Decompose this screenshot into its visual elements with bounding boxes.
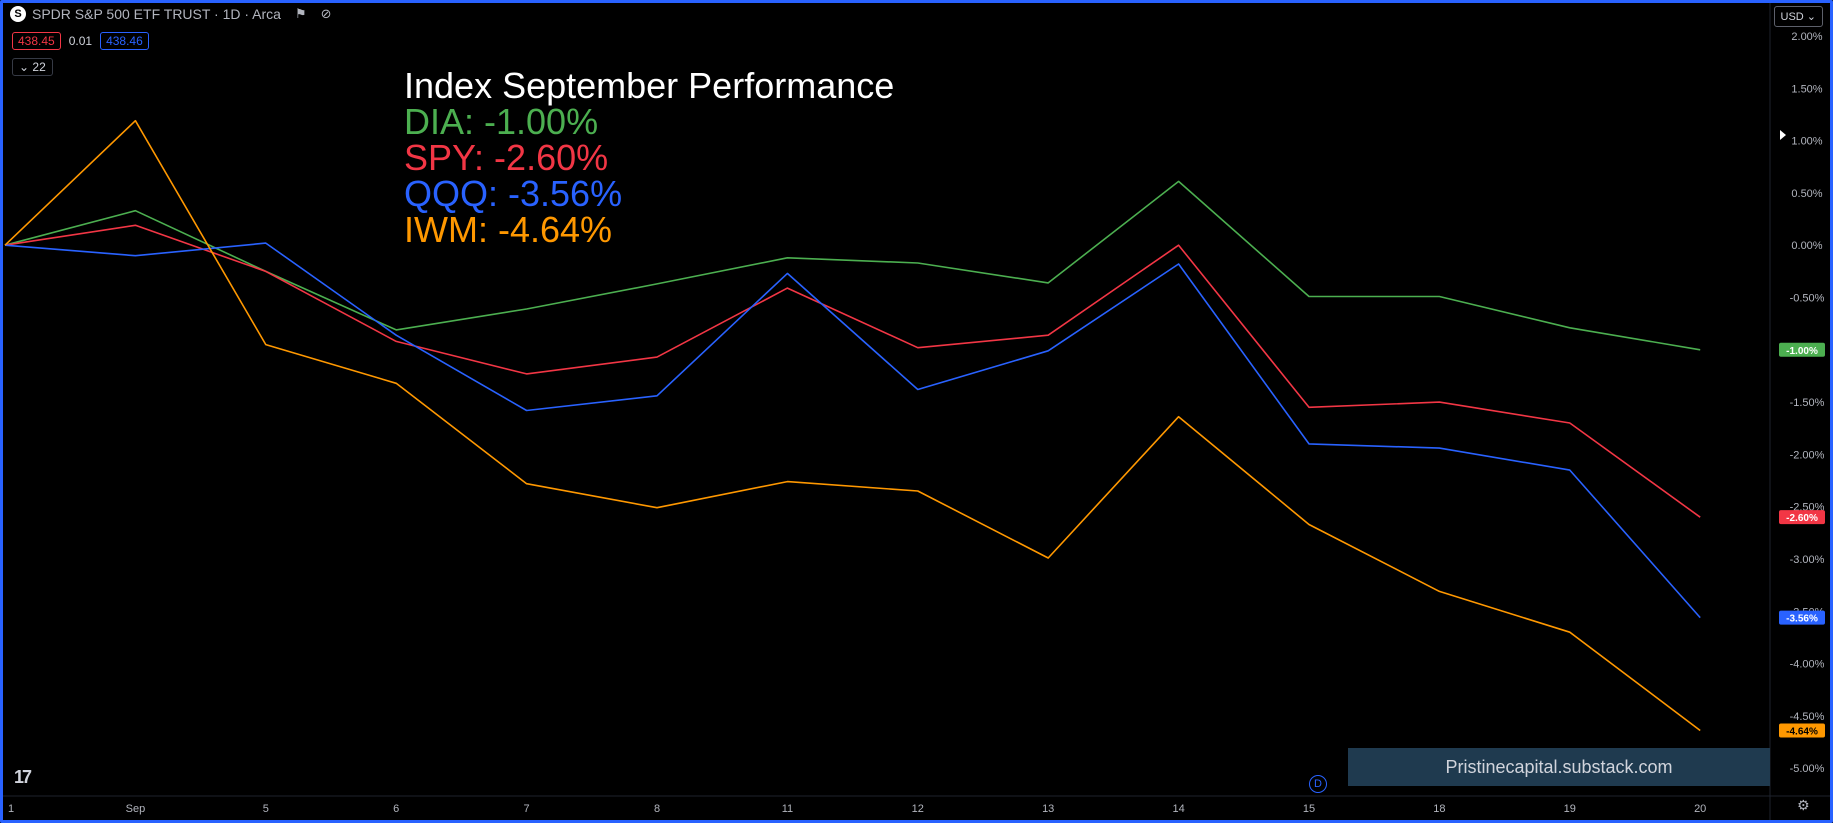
x-tick-label: 15 (1303, 803, 1315, 815)
x-tick-label: 6 (393, 803, 399, 815)
y-tick-label: 1.50% (1791, 83, 1822, 95)
y-tick-label: 1.00% (1791, 136, 1822, 148)
series-line-qqq[interactable] (4, 242, 1701, 619)
last-value-badge-qqq (1779, 610, 1825, 625)
x-tick-label: 1 (8, 803, 14, 815)
x-tick-label: 8 (654, 803, 660, 815)
bid-price[interactable]: 438.45 (12, 32, 61, 50)
ask-price[interactable]: 438.46 (100, 32, 149, 50)
last-value-label-qqq: -3.56% (1786, 614, 1818, 625)
indicators-toggle[interactable]: ⌄ 22 (12, 58, 53, 76)
x-tick-label: 7 (524, 803, 530, 815)
x-tick-label: Sep (126, 803, 146, 815)
y-tick-label: 0.00% (1791, 240, 1822, 252)
x-tick-label: 12 (912, 803, 924, 815)
last-value-label-dia: -1.00% (1786, 346, 1818, 357)
annotation-title: Index September Performance (404, 65, 895, 106)
x-tick-label: 18 (1433, 803, 1445, 815)
symbol-logo-icon[interactable]: S (10, 6, 26, 22)
x-tick-label: 20 (1694, 803, 1706, 815)
price-strip: 438.45 0.01 438.46 (12, 32, 149, 50)
chart-header: S SPDR S&P 500 ETF TRUST · 1D · Arca ⚑ ⊘ (10, 6, 332, 22)
flag-icon[interactable]: ⚑ (294, 6, 307, 21)
y-tick-label: 0.50% (1791, 188, 1822, 200)
annotation-spy: SPY: -2.60% (404, 137, 609, 178)
series-line-spy[interactable] (4, 224, 1701, 518)
annotation-dia: DIA: -1.00% (404, 101, 599, 142)
y-tick-label: -1.50% (1790, 397, 1825, 409)
eye-off-icon[interactable]: ⊘ (320, 6, 332, 21)
y-tick-label: -3.00% (1790, 554, 1825, 566)
dividend-badge-icon[interactable]: D (1309, 775, 1327, 793)
watermark-banner: Pristinecapital.substack.com (1348, 748, 1770, 786)
x-tick-label: 5 (263, 803, 269, 815)
spread-value: 0.01 (68, 34, 93, 48)
last-value-label-spy: -2.60% (1786, 513, 1818, 524)
last-value-label-iwm: -4.64% (1786, 727, 1818, 738)
currency-selector[interactable]: USD ⌄ (1773, 6, 1823, 27)
series-line-dia[interactable] (4, 180, 1701, 351)
x-tick-label: 19 (1564, 803, 1576, 815)
tradingview-logo-icon[interactable]: 17 (14, 767, 32, 787)
y-tick-label: -5.00% (1790, 763, 1825, 775)
symbol-title[interactable]: SPDR S&P 500 ETF TRUST · 1D · Arca (32, 6, 281, 22)
performance-annotation: Index September Performance DIA: -1.00% … (404, 68, 894, 248)
last-value-badge-spy (1779, 510, 1825, 525)
last-value-badge-dia (1779, 342, 1825, 357)
y-tick-label: -4.50% (1790, 711, 1825, 723)
price-cursor-icon (1780, 130, 1786, 140)
last-value-badge-iwm (1779, 723, 1825, 738)
y-tick-label: -0.50% (1790, 293, 1825, 305)
x-tick-label: 14 (1172, 803, 1184, 815)
x-tick-label: 13 (1042, 803, 1054, 815)
annotation-iwm: IWM: -4.64% (404, 209, 613, 250)
y-tick-label: 2.00% (1791, 31, 1822, 43)
y-tick-label: -2.00% (1790, 449, 1825, 461)
y-tick-label: -4.00% (1790, 659, 1825, 671)
series-line-iwm[interactable] (4, 119, 1701, 732)
x-tick-label: 11 (782, 803, 793, 815)
gear-icon[interactable]: ⚙ (1797, 797, 1810, 813)
annotation-qqq: QQQ: -3.56% (404, 173, 623, 214)
